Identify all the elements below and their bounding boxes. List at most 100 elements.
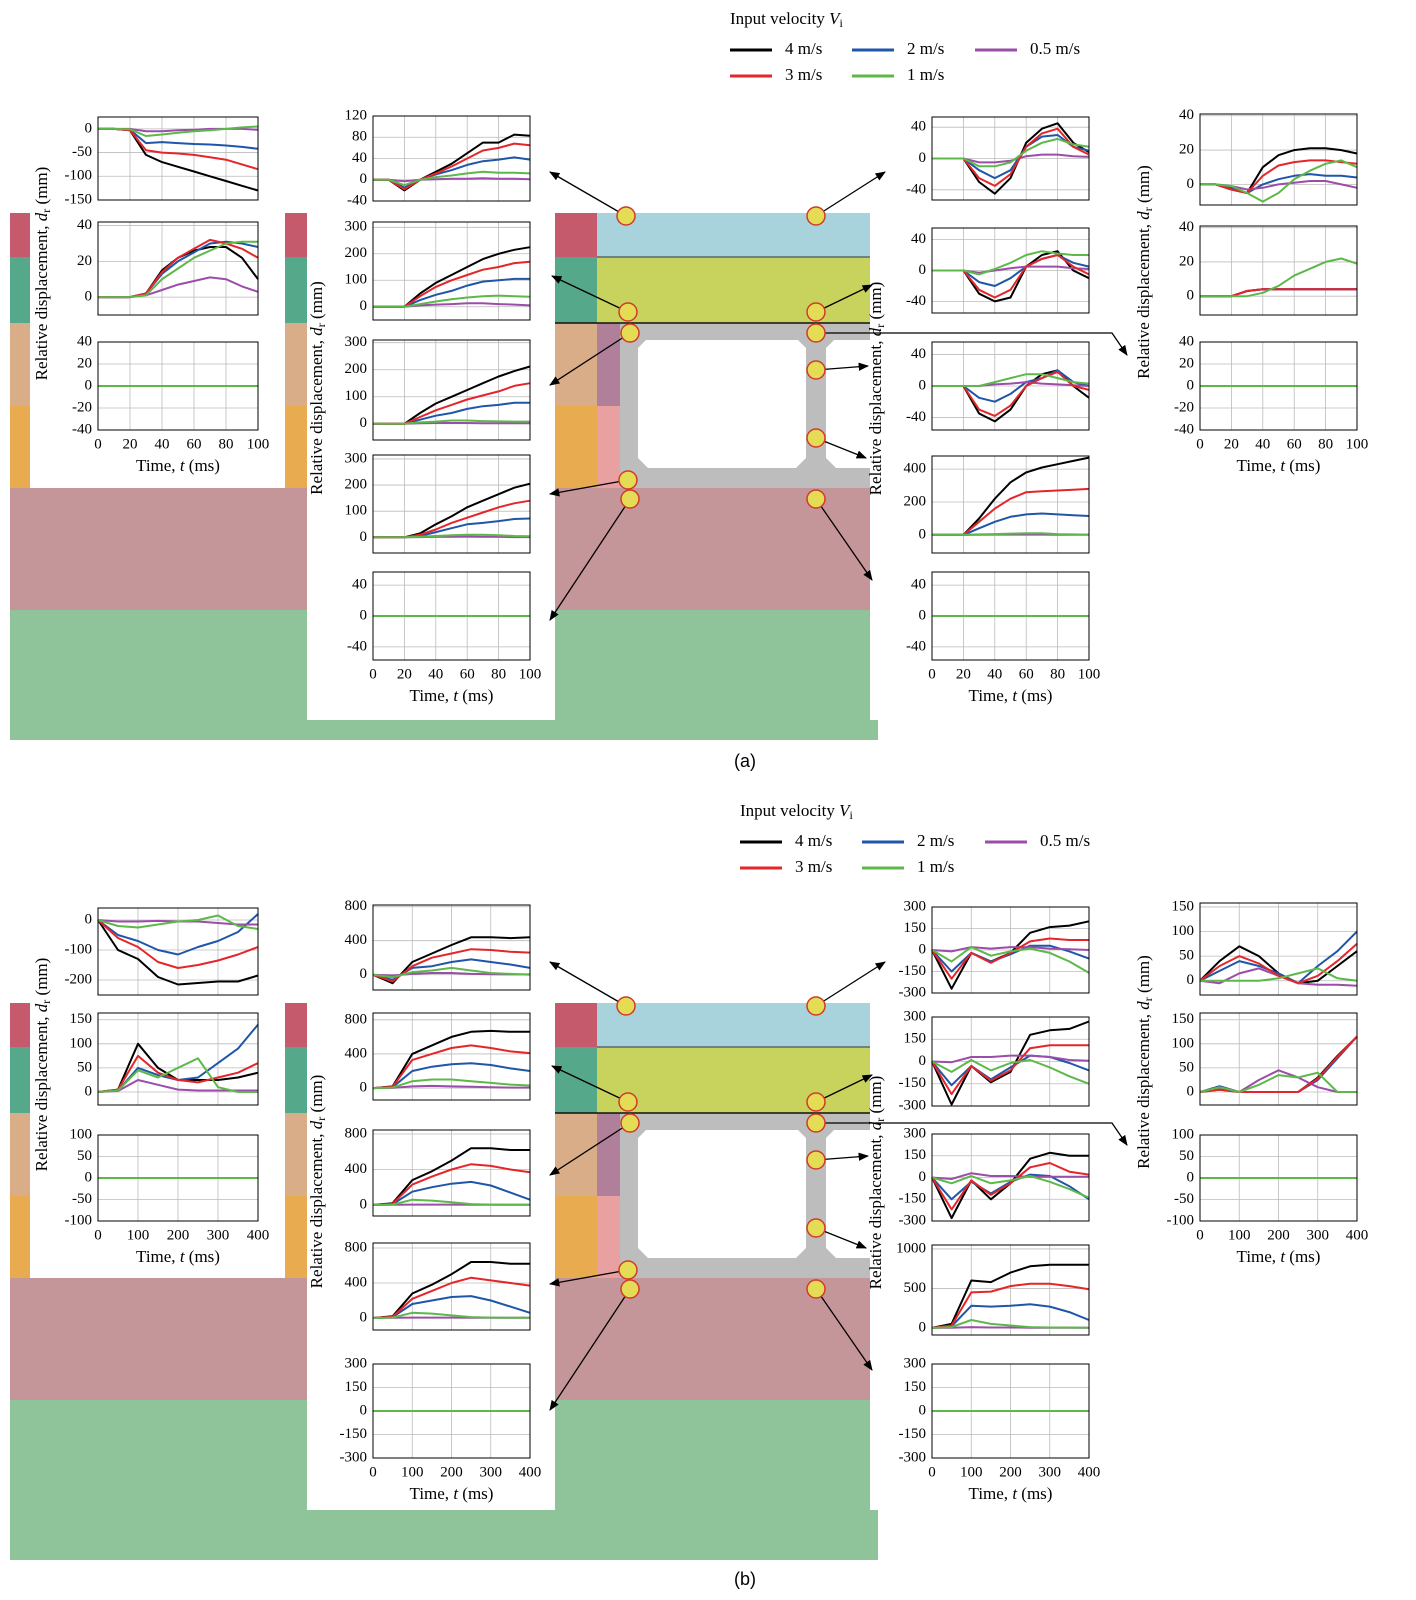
x-tick-label: 80 [491,666,506,682]
y-tick-label: 0 [360,966,368,982]
y-tick-label: 0 [919,607,927,623]
x-tick-label: 100 [960,1464,983,1480]
label-part: Time, [969,686,1013,705]
y-tick-label: 0 [85,377,93,393]
y-tick-label: 20 [1179,355,1194,371]
y-axis-label: Relative displacement, dr (mm) [866,282,887,496]
x-tick-label: 300 [207,1227,230,1243]
y-tick-label: 500 [904,1280,927,1296]
legend-label: 0.5 m/s [1030,39,1080,58]
y-tick-label: 150 [345,1379,368,1395]
y-tick-label: 20 [77,355,92,371]
wall-layer [597,323,620,406]
y-tick-label: 200 [904,493,927,509]
measure-point [619,303,637,321]
y-tick-label: -300 [340,1449,368,1465]
y-axis-label: Relative displacement, dr (mm) [307,281,328,495]
x-tick-label: 20 [956,666,971,682]
label-part: Time, [969,1484,1013,1503]
y-tick-label: -150 [340,1426,368,1442]
label-part: Time, [1237,1247,1281,1266]
label-part: Relative displacement, [866,336,885,495]
y-tick-label: 20 [77,253,92,269]
panel-label: (b) [734,1569,756,1589]
y-tick-label: 50 [77,1148,92,1164]
tunnel-opening [638,340,806,468]
label-part: Relative displacement, [32,221,51,380]
x-tick-label: 80 [1318,436,1333,452]
x-tick-label: 300 [480,1464,503,1480]
x-tick-label: 60 [460,666,475,682]
x-tick-label: 100 [401,1464,424,1480]
y-tick-label: 0 [85,911,93,927]
y-tick-label: 80 [352,129,367,145]
measure-point [621,324,639,342]
x-tick-label: 40 [987,666,1002,682]
y-tick-label: -40 [906,181,926,197]
y-tick-label: 300 [904,1355,927,1371]
subplot: 10005000 [896,1240,1089,1335]
y-tick-label: 800 [345,1011,368,1027]
legend-label: 0.5 m/s [1040,831,1090,850]
x-tick-label: 200 [1267,1227,1290,1243]
y-tick-label: -20 [72,399,92,415]
slab-layer [597,257,870,323]
arrow [550,172,626,216]
x-axis-label: Time, t (ms) [1237,456,1321,475]
y-tick-label: 0 [1187,288,1195,304]
label-part: (ms) [1017,686,1052,705]
y-tick-label: 100 [1172,923,1195,939]
tunnel-opening [826,340,870,468]
y-tick-label: -40 [1174,421,1194,437]
x-tick-label: 0 [1196,1227,1204,1243]
measure-point [807,303,825,321]
label-part: (mm) [32,167,51,209]
legend-label: 4 m/s [795,831,832,850]
y-tick-label: 0 [1187,1083,1195,1099]
x-tick-label: 100 [1078,666,1101,682]
legend-label: 1 m/s [907,65,944,84]
x-tick-label: 100 [1228,1227,1251,1243]
y-tick-label: 120 [345,107,368,123]
x-axis-label: Time, t (ms) [136,1247,220,1266]
y-tick-label: 0 [919,150,927,166]
y-tick-label: 0 [360,415,368,431]
y-tick-label: 50 [1179,948,1194,964]
y-tick-label: 0 [360,171,368,187]
legend-label: 4 m/s [785,39,822,58]
label-part: (mm) [307,281,326,323]
x-tick-label: 400 [247,1227,270,1243]
x-tick-label: 80 [1050,666,1065,682]
legend-label: 2 m/s [907,39,944,58]
x-axis-label: Time, t (ms) [410,686,494,705]
label-part: Relative displacement, [1134,1010,1153,1169]
y-tick-label: 0 [919,262,927,278]
y-tick-label: 20 [1179,141,1194,157]
y-tick-label: 150 [1172,898,1195,914]
subplot: 150100500 [70,1011,259,1105]
y-tick-label: 400 [345,1045,368,1061]
x-tick-label: 200 [167,1227,190,1243]
y-tick-label: 300 [904,1125,927,1141]
label-part: (mm) [1134,955,1153,997]
y-tick-label: 200 [345,476,368,492]
x-tick-label: 60 [187,436,202,452]
subplot: 150100500 [1172,898,1358,995]
measure-point [807,324,825,342]
y-tick-label: 0 [919,1319,927,1335]
y-tick-label: 200 [345,361,368,377]
y-tick-label: 0 [919,1169,927,1185]
y-tick-label: -200 [65,971,93,987]
legend-label: 1 m/s [917,857,954,876]
x-tick-label: 60 [1287,436,1302,452]
x-tick-label: 20 [123,436,138,452]
y-tick-label: 40 [1179,107,1194,123]
y-axis-label: Relative displacement, dr (mm) [1134,165,1155,379]
y-tick-label: 0 [919,941,927,957]
x-tick-label: 100 [519,666,542,682]
y-tick-label: 300 [345,334,368,350]
y-tick-label: -50 [1174,1191,1194,1207]
y-tick-label: 0 [919,377,927,393]
y-tick-label: -100 [65,941,93,957]
